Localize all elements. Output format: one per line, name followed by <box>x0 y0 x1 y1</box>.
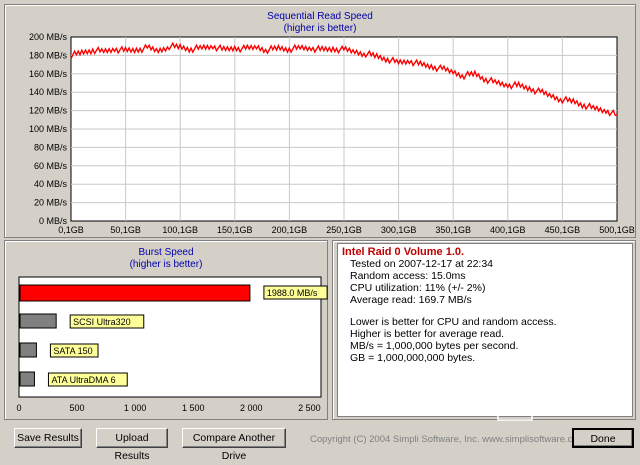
bar-category-label: ATA UltraDMA 6 <box>51 375 115 385</box>
results-info-panel: Intel Raid 0 Volume 1.0. Tested on 2007-… <box>332 240 636 420</box>
x-tick-label: 400,1GB <box>490 225 526 235</box>
x-tick-label: 1 000 <box>124 403 147 413</box>
x-tick-label: 200,1GB <box>272 225 308 235</box>
save-results-button[interactable]: Save Results <box>14 428 82 448</box>
burst-bar <box>19 371 35 387</box>
bar-value-label: 1988.0 MB/s <box>267 288 318 298</box>
x-tick-label: 1 500 <box>182 403 205 413</box>
x-tick-label: 50,1GB <box>110 225 141 235</box>
x-tick-label: 2 000 <box>240 403 263 413</box>
burst-chart-subtitle: (higher is better) <box>129 259 203 270</box>
x-tick-label: 350,1GB <box>435 225 471 235</box>
sequential-read-panel: Sequential Read Speed (higher is better)… <box>4 4 636 238</box>
x-tick-label: 100,1GB <box>162 225 198 235</box>
y-tick-label: 160 MB/s <box>29 69 68 79</box>
y-tick-label: 0 MB/s <box>39 216 68 226</box>
y-tick-label: 120 MB/s <box>29 106 68 116</box>
watermark-text: PURE PC <box>540 381 623 397</box>
y-tick-label: 100 MB/s <box>29 124 68 134</box>
x-tick-label: 0 <box>16 403 21 413</box>
sequential-read-series <box>70 41 618 117</box>
sequential-chart-title: Sequential Read Speed <box>267 11 373 22</box>
done-button[interactable]: Done <box>572 428 634 448</box>
bar-category-label: SATA 150 <box>53 346 92 356</box>
y-tick-label: 140 MB/s <box>29 87 68 97</box>
y-tick-label: 80 MB/s <box>34 142 68 152</box>
burst-speed-chart: 0 500 1 000 1 500 2 000 2 500 1988.0 MB/s SCSI … <box>16 276 328 413</box>
x-tick-label: 500 <box>70 403 85 413</box>
y-tick-label: 20 MB/s <box>34 198 68 208</box>
purepc-watermark: PURE PC <box>497 377 623 421</box>
cpu-utilization: CPU utilization: 11% (+/- 2%) <box>350 282 486 294</box>
note-line: MB/s = 1,000,000 bytes per second. <box>350 340 519 352</box>
note-line: Lower is better for CPU and random acces… <box>350 316 557 328</box>
x-tick-label: 0,1GB <box>58 225 84 235</box>
y-tick-label: 180 MB/s <box>29 50 68 60</box>
x-tick-label: 500,1GB <box>599 225 635 235</box>
compare-another-drive-button[interactable]: Compare Another Drive <box>182 428 286 462</box>
bar-label-box <box>69 314 145 329</box>
average-read: Average read: 169.7 MB/s <box>350 294 472 306</box>
bar-label-box <box>47 372 128 387</box>
results-info-box: Intel Raid 0 Volume 1.0. Tested on 2007-… <box>337 243 633 417</box>
random-access: Random access: 15.0ms <box>350 270 466 282</box>
burst-bar <box>19 342 37 358</box>
x-tick-label: 150,1GB <box>217 225 253 235</box>
note-line: Higher is better for average read. <box>350 328 505 340</box>
x-tick-label: 250,1GB <box>326 225 362 235</box>
x-tick-label: 300,1GB <box>381 225 417 235</box>
y-tick-label: 200 MB/s <box>29 32 68 42</box>
note-line: GB = 1,000,000,000 bytes. <box>350 352 476 364</box>
bar-category-label: SCSI Ultra320 <box>73 317 131 327</box>
burst-bar <box>19 284 251 302</box>
bar-label-box <box>49 343 99 358</box>
bar-label-box <box>263 285 328 300</box>
drive-name: Intel Raid 0 Volume 1.0. <box>342 246 465 258</box>
sequential-read-chart: 0 MB/s 20 MB/s 40 MB/s 60 MB/s 80 MB/s 100 MB… <box>29 32 635 235</box>
y-tick-label: 60 MB/s <box>34 161 68 171</box>
copyright-text: Copyright (C) 2004 Simpli Software, Inc.… <box>310 434 586 445</box>
burst-bar <box>19 313 57 329</box>
x-tick-label: 450,1GB <box>545 225 581 235</box>
sequential-chart-subtitle: (higher is better) <box>283 23 357 34</box>
burst-chart-title: Burst Speed <box>138 247 194 258</box>
y-tick-label: 40 MB/s <box>34 179 68 189</box>
burst-speed-panel: Burst Speed (higher is better) 0 500 1 000… <box>4 240 328 420</box>
test-date: Tested on 2007-12-17 at 22:34 <box>350 258 494 270</box>
upload-results-button[interactable]: Upload Results <box>96 428 168 462</box>
x-tick-label: 2 500 <box>298 403 321 413</box>
